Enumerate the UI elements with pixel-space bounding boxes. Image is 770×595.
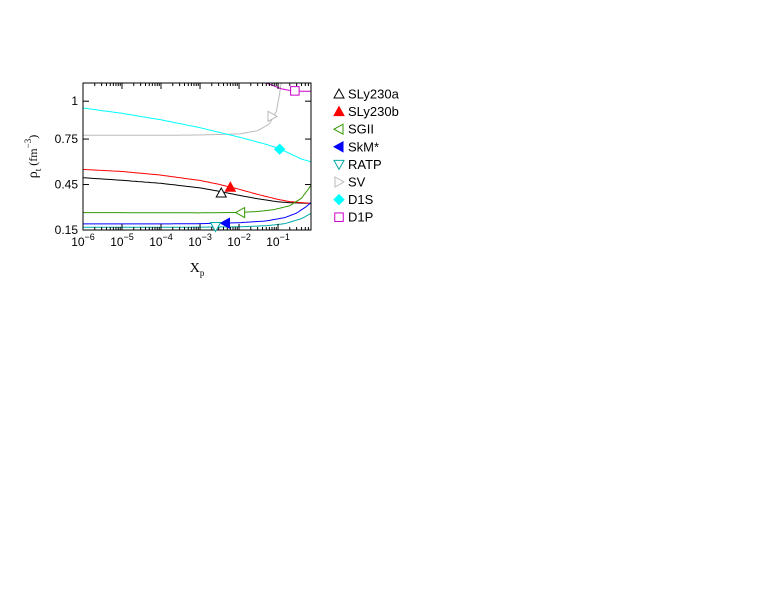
- legend-marker-7: [334, 212, 344, 222]
- y-tick-label: 0.75: [55, 132, 79, 146]
- axis-labels: Xp ρt (fm−3): [23, 135, 205, 278]
- x-tick-label-base: 10: [71, 235, 85, 249]
- plot-curves: [83, 83, 311, 228]
- legend-marker-3: [332, 140, 344, 153]
- series-line-4: [83, 212, 311, 228]
- series-line-0: [83, 177, 311, 204]
- x-tick-label-exponent: −5: [124, 232, 134, 242]
- legend: SLy230a SLy230b SGII SkM* RATP SV D1S D1P: [332, 87, 400, 225]
- x-tick-label-exponent: −3: [202, 232, 212, 242]
- plot-markers: [209, 86, 300, 233]
- series-marker-2: [234, 206, 246, 219]
- y-axis-label-unit: (fm: [26, 148, 40, 169]
- legend-marker-2: [332, 123, 344, 136]
- series-line-1: [83, 168, 311, 204]
- x-tick-label: 10−5: [110, 232, 134, 249]
- legend-marker-1: [333, 105, 345, 117]
- x-tick-label-exponent: −1: [280, 232, 290, 242]
- x-tick-label-exponent: −6: [85, 232, 95, 242]
- y-tick-label: 0.15: [55, 223, 79, 237]
- x-tick-label-base: 10: [110, 235, 124, 249]
- tick-labels: 10−6 10−5 10−4 10−3 10−2 10−10.150.450.751: [55, 94, 290, 249]
- legend-label-1: SLy230b: [348, 104, 399, 119]
- x-tick-label-exponent: −4: [163, 232, 173, 242]
- x-tick-label: 10−6: [71, 232, 95, 249]
- series-line-6: [83, 107, 311, 163]
- y-axis-label: ρt (fm−3): [23, 135, 43, 178]
- x-tick-label-exponent: −2: [241, 232, 251, 242]
- x-tick-label-base: 10: [188, 235, 202, 249]
- legend-marker-4: [333, 159, 345, 171]
- series-line-5: [83, 83, 282, 136]
- y-axis-label-sub: t: [33, 168, 43, 171]
- x-tick-label: 10−3: [188, 232, 212, 249]
- legend-marker-6: [333, 193, 345, 206]
- x-tick-label: 10−4: [149, 232, 173, 249]
- y-axis-label-main: ρ: [26, 171, 41, 178]
- x-axis-label-sub: p: [200, 268, 205, 278]
- legend-label-5: SV: [348, 175, 366, 190]
- plot-frame: [82, 82, 312, 231]
- legend-label-2: SGII: [348, 122, 374, 137]
- x-tick-label: 10−2: [227, 232, 251, 249]
- x-axis-label: Xp: [190, 261, 205, 278]
- x-tick-label-base: 10: [227, 235, 241, 249]
- legend-label-3: SkM*: [348, 139, 379, 154]
- x-axis-label-main: X: [190, 261, 200, 276]
- y-axis-label-exponent: −3: [23, 138, 33, 148]
- legend-marker-5: [334, 176, 346, 188]
- series-marker-6: [273, 143, 286, 155]
- series-marker-0: [215, 186, 228, 198]
- legend-label-7: D1P: [348, 210, 373, 225]
- x-tick-label: 10−1: [266, 232, 290, 249]
- series-line-3: [83, 202, 311, 225]
- series-marker-3: [219, 217, 231, 230]
- series-line-2: [83, 185, 311, 214]
- x-tick-label-base: 10: [266, 235, 280, 249]
- legend-label-4: RATP: [348, 157, 382, 172]
- series-marker-5: [267, 110, 279, 123]
- y-tick-label: 1: [71, 94, 78, 108]
- legend-label-6: D1S: [348, 192, 374, 207]
- series-marker-1: [224, 181, 237, 192]
- legend-marker-0: [333, 87, 345, 99]
- axis-ticks: [82, 83, 311, 231]
- series-marker-7: [290, 86, 300, 96]
- series-line-7: [266, 83, 311, 92]
- legend-label-0: SLy230a: [348, 87, 400, 102]
- y-axis-label-close: ): [26, 135, 40, 139]
- series-marker-4: [209, 222, 222, 233]
- y-tick-label: 0.45: [55, 178, 79, 192]
- x-tick-label-base: 10: [149, 235, 163, 249]
